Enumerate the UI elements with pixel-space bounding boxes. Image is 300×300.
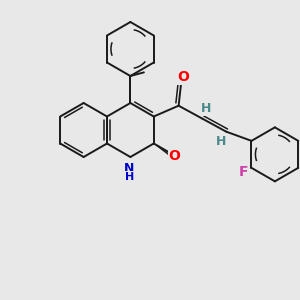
Text: N: N	[124, 161, 135, 175]
Text: H: H	[125, 172, 134, 182]
Text: F: F	[239, 165, 248, 179]
Text: O: O	[177, 70, 189, 84]
Text: H: H	[201, 102, 212, 115]
Text: H: H	[216, 135, 226, 148]
Text: O: O	[169, 149, 181, 163]
